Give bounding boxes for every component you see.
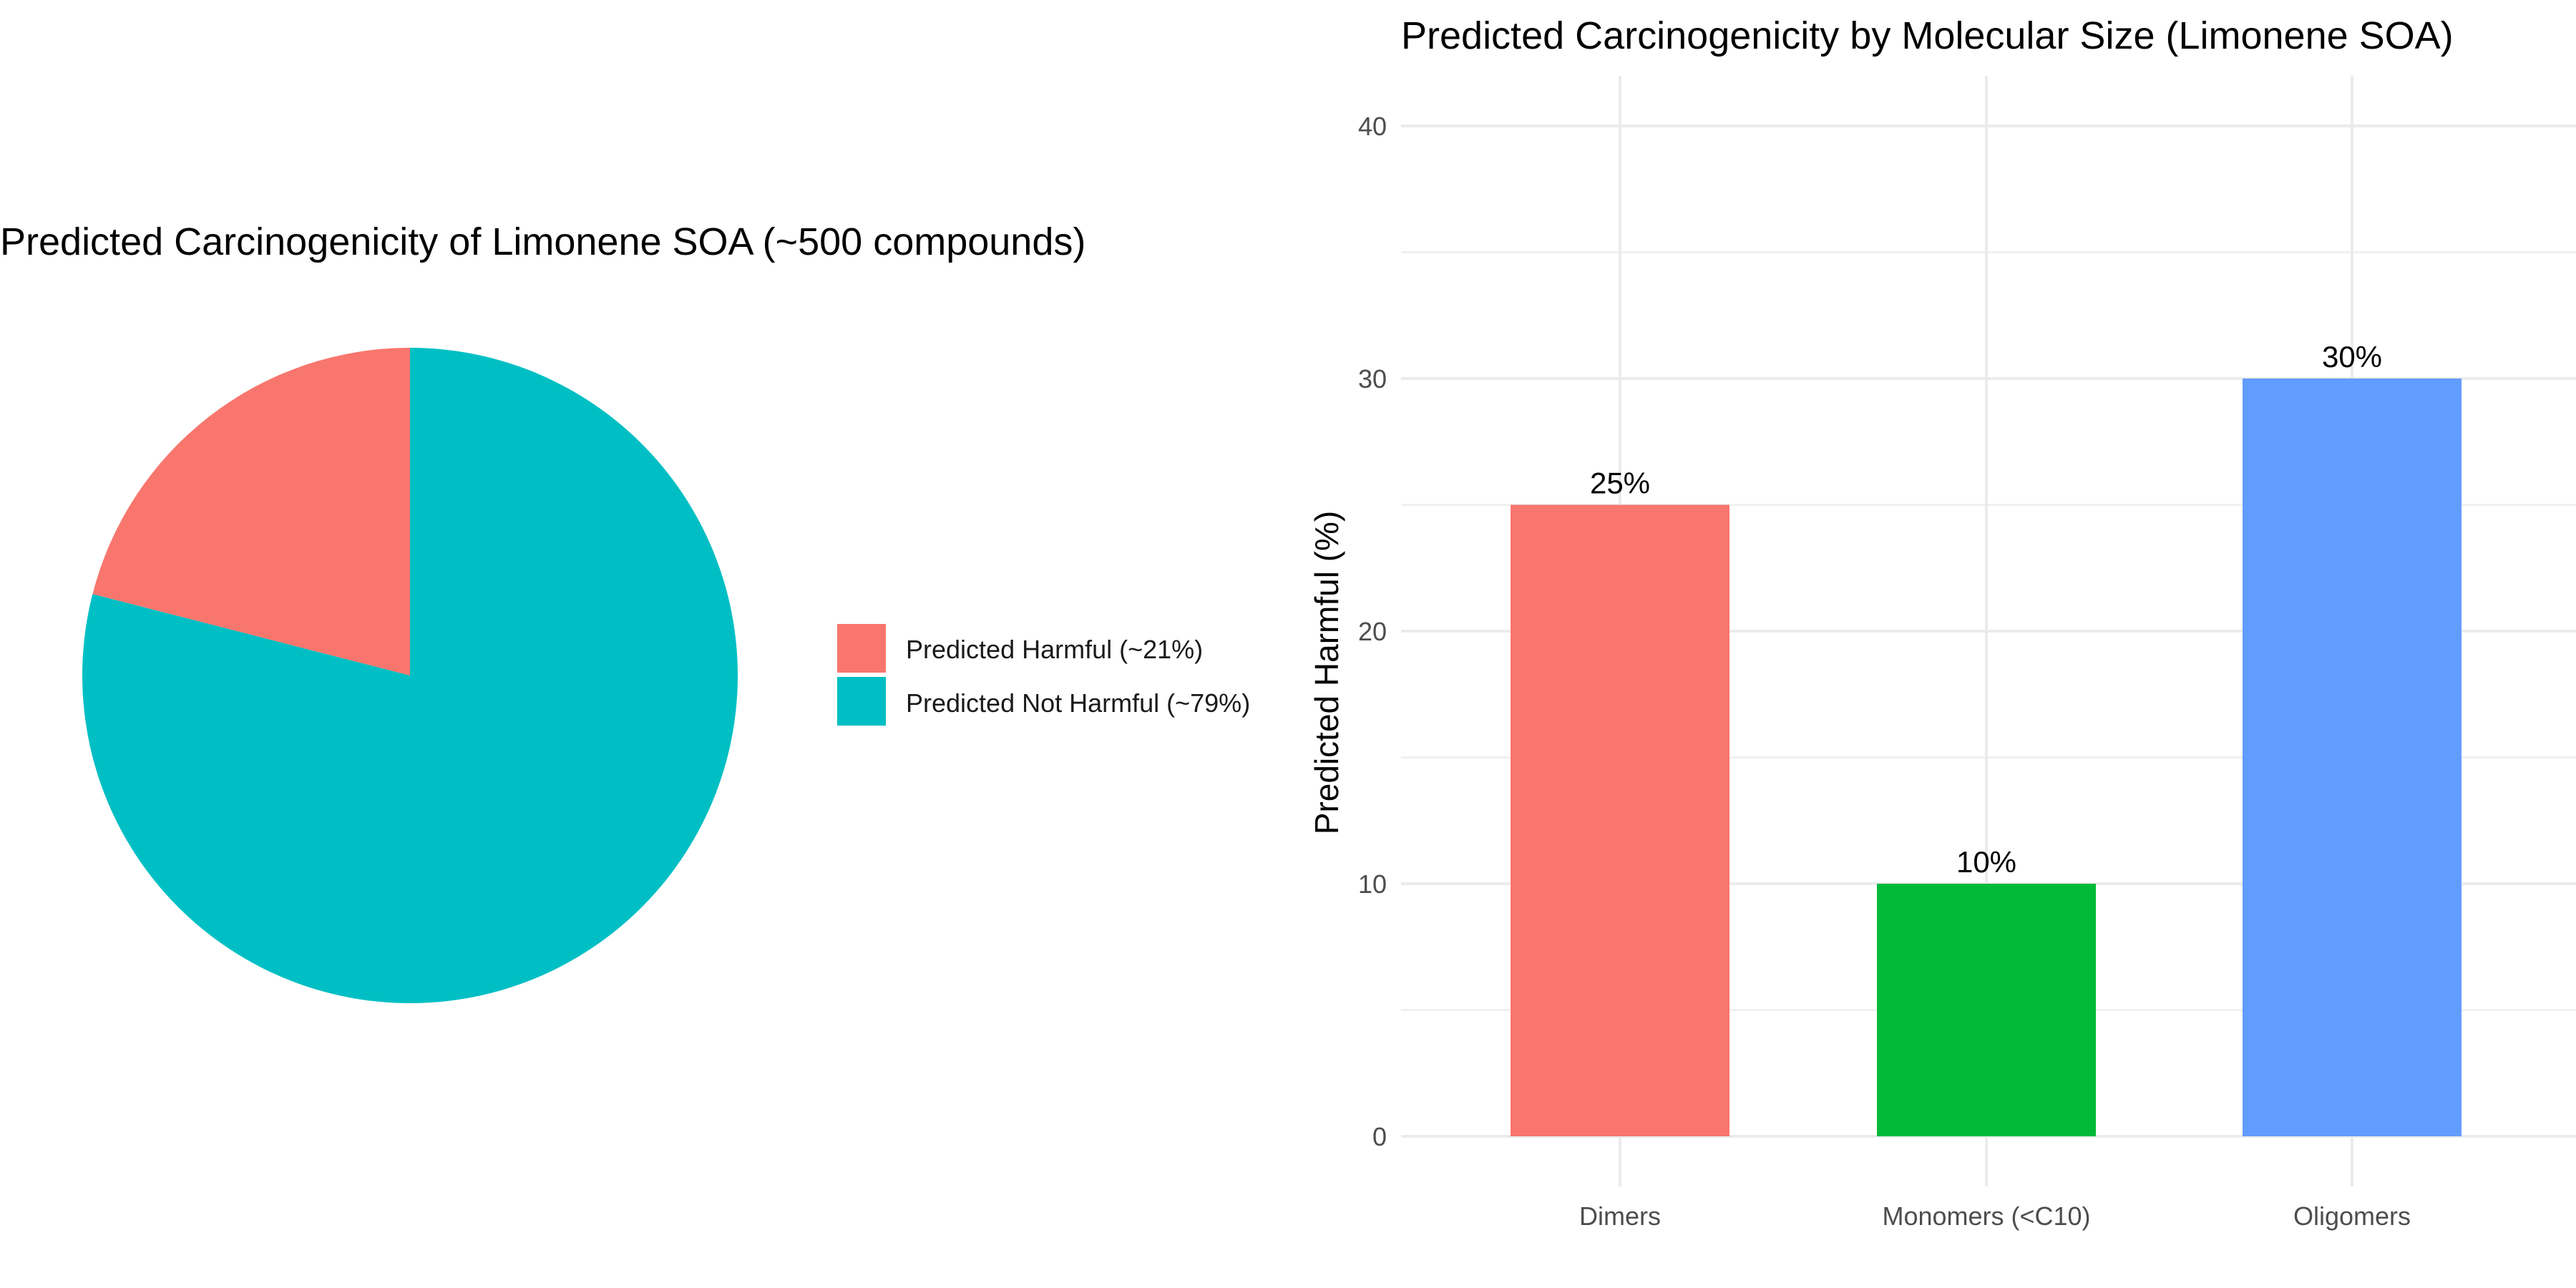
bar-title: Predicted Carcinogenicity by Molecular S…: [1401, 14, 2454, 57]
legend-label-not-harmful: Predicted Not Harmful (~79%): [906, 688, 1250, 718]
y-tick-label: 30: [1358, 364, 1387, 394]
legend-key-not-harmful: [837, 677, 886, 726]
bar-panel: Predicted Carcinogenicity by Molecular S…: [1308, 14, 2576, 1231]
legend-label-harmful: Predicted Harmful (~21%): [906, 635, 1203, 664]
bar: [1511, 504, 1729, 1136]
pie-legend: Predicted Harmful (~21%) Predicted Not H…: [837, 624, 1250, 726]
bars: [1511, 379, 2462, 1136]
bar-data-label: 10%: [1956, 845, 2016, 879]
bar-data-label: 25%: [1590, 467, 1650, 500]
bar-data-label: 30%: [2322, 340, 2382, 374]
bar: [1877, 884, 2096, 1136]
y-axis-ticks: 0 10 20 30 40: [1358, 112, 1387, 1151]
bar: [2243, 379, 2462, 1136]
y-tick-label: 40: [1358, 112, 1387, 141]
pie-slice-harmful: [92, 348, 410, 675]
pie-panel: Predicted Carcinogenicity of Limonene SO…: [0, 220, 1250, 1003]
bar-data-labels: 25% 10% 30%: [1590, 340, 2382, 879]
x-tick-label: Oligomers: [2293, 1201, 2411, 1231]
y-tick-label: 20: [1358, 617, 1387, 646]
y-tick-label: 10: [1358, 869, 1387, 899]
x-axis-ticks: Dimers Monomers (<C10) Oligomers: [1579, 1201, 2411, 1231]
y-axis-title: Predicted Harmful (%): [1308, 511, 1345, 834]
pie-slice-not-harmful: [82, 348, 738, 1003]
x-tick-label: Dimers: [1579, 1201, 1661, 1231]
legend-key-harmful: [837, 624, 886, 673]
pie-title: Predicted Carcinogenicity of Limonene SO…: [0, 220, 1085, 263]
x-tick-label: Monomers (<C10): [1882, 1201, 2090, 1231]
y-tick-label: 0: [1372, 1122, 1387, 1151]
pie-slices: [82, 348, 738, 1003]
